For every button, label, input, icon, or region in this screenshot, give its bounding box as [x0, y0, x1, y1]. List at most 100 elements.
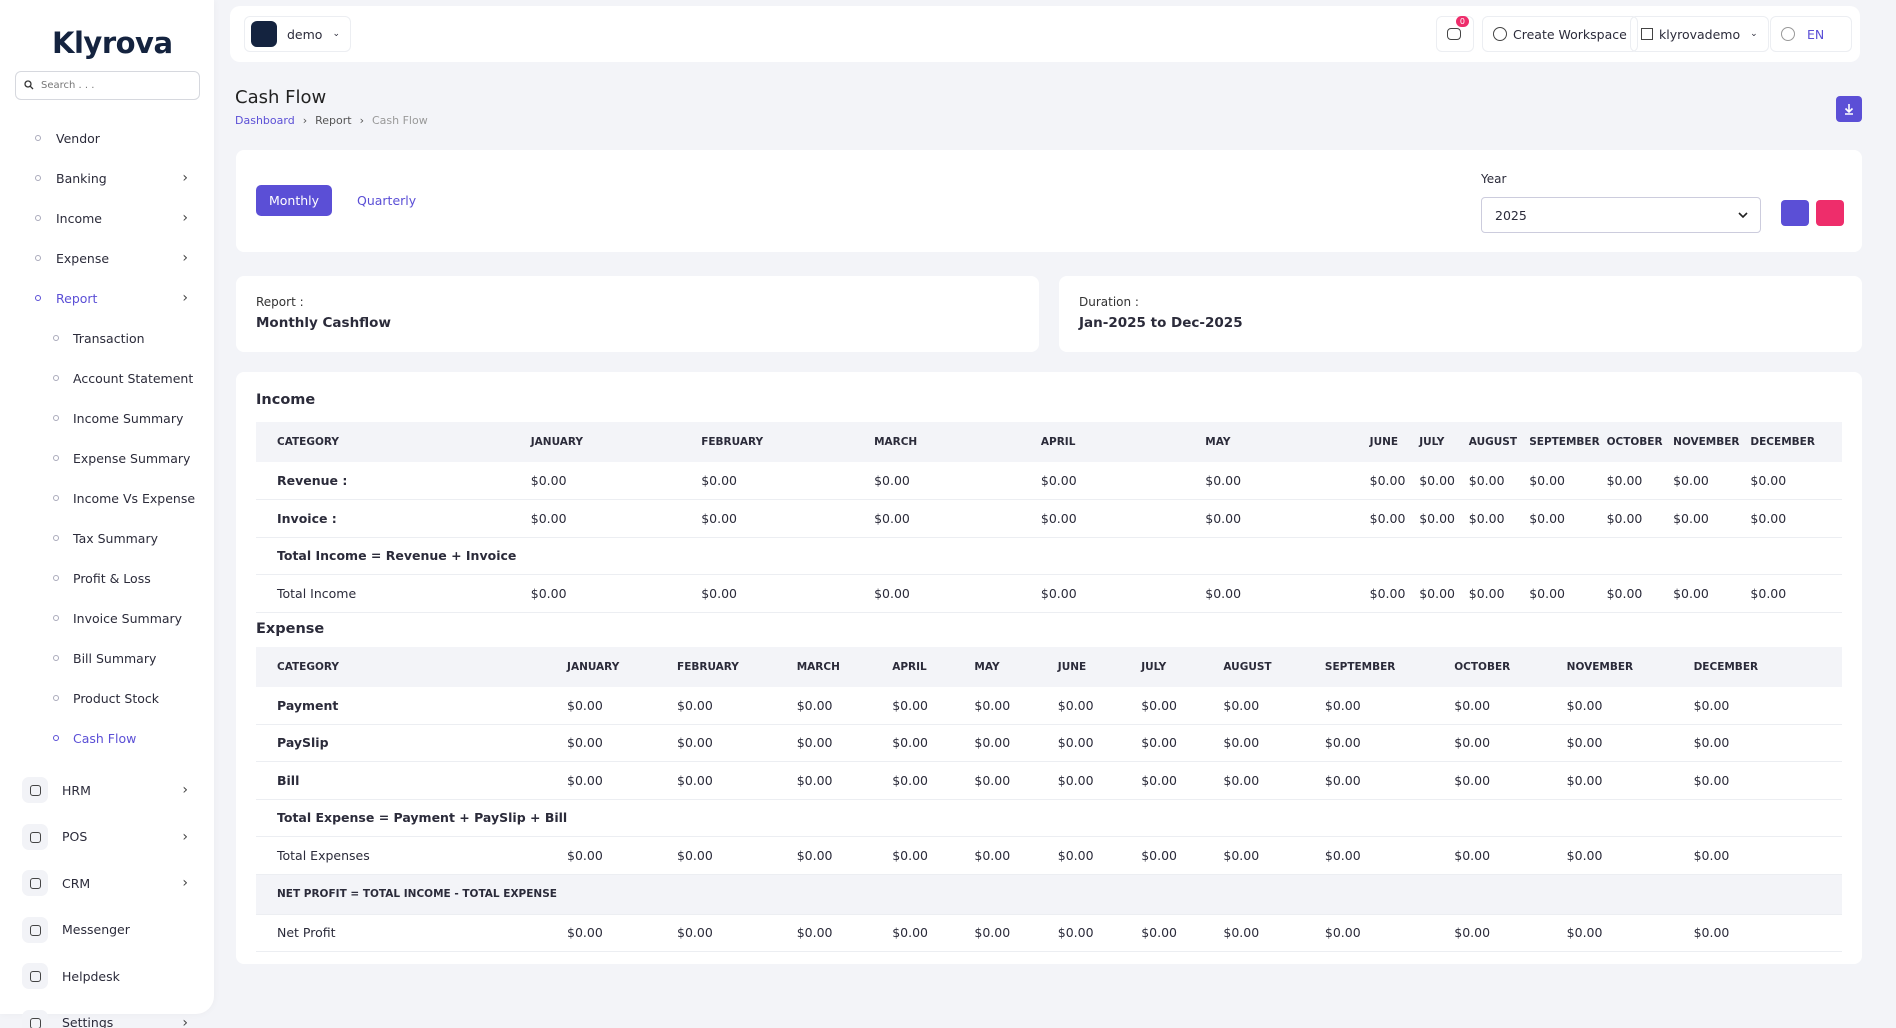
column-header: APRIL — [1036, 422, 1202, 462]
nav-label: Invoice Summary — [73, 610, 183, 626]
header-row: CATEGORY JANUARY FEBRUARY MARCH APRIL MAY JUNE… — [256, 422, 1842, 462]
download-button[interactable] — [1836, 96, 1862, 122]
nav-subitem[interactable]: Transaction — [0, 323, 214, 353]
language-menu[interactable]: EN — [1770, 16, 1852, 52]
user-menu[interactable]: klyrovademo ⌄ — [1630, 16, 1769, 52]
cell-value: $0.00 — [1525, 462, 1603, 500]
search-input[interactable]: Search . . . — [15, 71, 200, 100]
nav-dot — [53, 695, 59, 701]
nav-subitem[interactable]: Invoice Summary — [0, 603, 214, 633]
nav-subitem[interactable]: Account Statement — [0, 363, 214, 393]
nav-module[interactable]: Settings › — [0, 1008, 214, 1028]
cell-value: $0.00 — [1201, 574, 1366, 613]
chevron: › — [182, 290, 188, 306]
cell-value: $0.00 — [1415, 499, 1465, 538]
cell-value: $0.00 — [970, 724, 1054, 762]
cell-value: $0.00 — [888, 914, 971, 952]
nav-label: Product Stock — [73, 690, 160, 706]
module-icon — [22, 870, 48, 896]
cell-value: $0.00 — [1320, 724, 1451, 762]
cell-value: $0.00 — [1562, 724, 1690, 762]
cell-value: $0.00 — [1320, 914, 1451, 952]
cell-value: $0.00 — [526, 499, 698, 538]
column-header: OCTOBER — [1602, 422, 1670, 462]
nav-subitem[interactable]: Profit & Loss — [0, 563, 214, 593]
table-head: CATEGORY JANUARY FEBRUARY MARCH APRIL MAY JUNE… — [256, 646, 1842, 687]
nav-module[interactable]: CRM › — [0, 868, 214, 898]
nav-label: Settings — [62, 1015, 114, 1028]
cell-value: $0.00 — [1320, 836, 1451, 875]
nav-subitem[interactable]: Expense Summary — [0, 443, 214, 473]
download-icon — [1844, 104, 1854, 115]
nav-module[interactable]: POS › — [0, 822, 214, 852]
nav-module[interactable]: HRM › — [0, 775, 214, 805]
nav-dot — [35, 215, 41, 221]
cell-value: $0.00 — [1219, 836, 1321, 875]
year-value: 2025 — [1495, 208, 1527, 223]
nav-dot — [53, 415, 59, 421]
globe-icon — [1781, 27, 1795, 41]
cell-value: $0.00 — [1137, 686, 1220, 725]
filter-card: Year 2025 Monthly Quarterly — [236, 150, 1862, 252]
nav-dot — [53, 335, 59, 341]
nav-subitem[interactable]: Income Vs Expense — [0, 483, 214, 513]
nav-item[interactable]: Banking › — [0, 163, 214, 193]
column-header: SEPTEMBER — [1320, 646, 1451, 687]
column-header: JUNE — [1365, 422, 1416, 462]
cell-value: $0.00 — [970, 836, 1054, 875]
cell-value: $0.00 — [1602, 462, 1670, 500]
column-header: JULY — [1415, 422, 1465, 462]
period-tab[interactable]: Monthly — [256, 185, 333, 216]
year-select[interactable]: 2025 — [1481, 197, 1761, 233]
breadcrumb-item[interactable]: Report — [315, 114, 352, 127]
column-header: JANUARY — [563, 646, 674, 687]
nav-item[interactable]: Vendor — [0, 123, 214, 153]
module-icon — [22, 823, 48, 850]
column-header: DECEMBER — [1746, 422, 1842, 462]
column-header: SEPTEMBER — [1525, 422, 1603, 462]
nav-module[interactable]: Messenger — [0, 915, 214, 945]
nav-module[interactable]: Helpdesk — [0, 961, 214, 991]
reset-button[interactable] — [1816, 200, 1844, 226]
create-workspace-button[interactable]: Create Workspace — [1482, 16, 1638, 52]
nav-dot — [53, 575, 59, 581]
row-label: Total Expense = Payment + PaySlip + Bill — [256, 799, 1842, 837]
cell-value: $0.00 — [1562, 686, 1690, 725]
nav-label: CRM — [62, 875, 91, 891]
search-placeholder: Search . . . — [41, 80, 95, 91]
table-row: Total Expense = Payment + PaySlip + Bill — [256, 799, 1842, 837]
cell-value: $0.00 — [1365, 499, 1416, 538]
chevron: › — [182, 1014, 188, 1028]
nav-subitem[interactable]: Tax Summary — [0, 523, 214, 553]
cell-value: $0.00 — [1464, 462, 1526, 500]
nav-subitem[interactable]: Income Summary — [0, 403, 214, 433]
row-label: Revenue : — [256, 462, 527, 500]
row-label: Net Profit — [256, 914, 564, 952]
info-card: Report : Monthly Cashflow — [236, 276, 1039, 352]
cell-value: $0.00 — [1219, 914, 1321, 952]
nav-item[interactable]: Expense › — [0, 243, 214, 273]
nav-dot — [53, 615, 59, 621]
table-row: PaySlip $0.00 $0.00 $0.00 $0.00 $0.00 $0.00 $0.… — [256, 724, 1842, 762]
workspace-switcher[interactable]: demo ⌄ — [244, 16, 351, 52]
brand-logo[interactable]: Klyrova — [52, 26, 173, 60]
search-button[interactable] — [1781, 200, 1809, 226]
nav-label: POS — [62, 829, 88, 844]
period-tab[interactable]: Quarterly — [357, 193, 417, 208]
cell-value: $0.00 — [1669, 499, 1747, 538]
column-header: JUNE — [1053, 646, 1138, 687]
breadcrumb-separator: › — [302, 114, 308, 127]
nav-subitem[interactable]: Product Stock — [0, 683, 214, 713]
nav-dot — [53, 495, 59, 501]
notifications[interactable]: 0 — [1436, 16, 1474, 52]
nav-item[interactable]: Income › — [0, 203, 214, 233]
breadcrumb-item[interactable]: Dashboard — [235, 114, 295, 127]
cell-value: $0.00 — [563, 836, 674, 875]
cell-value: $0.00 — [1562, 836, 1690, 875]
cell-value: $0.00 — [1689, 761, 1842, 800]
nav-subitem[interactable]: Bill Summary — [0, 643, 214, 673]
nav-item[interactable]: Report › — [0, 283, 214, 313]
cell-value: $0.00 — [563, 914, 674, 952]
header-row: CATEGORY JANUARY FEBRUARY MARCH APRIL MAY JUNE… — [256, 646, 1842, 687]
nav-subitem[interactable]: Cash Flow — [0, 723, 214, 753]
